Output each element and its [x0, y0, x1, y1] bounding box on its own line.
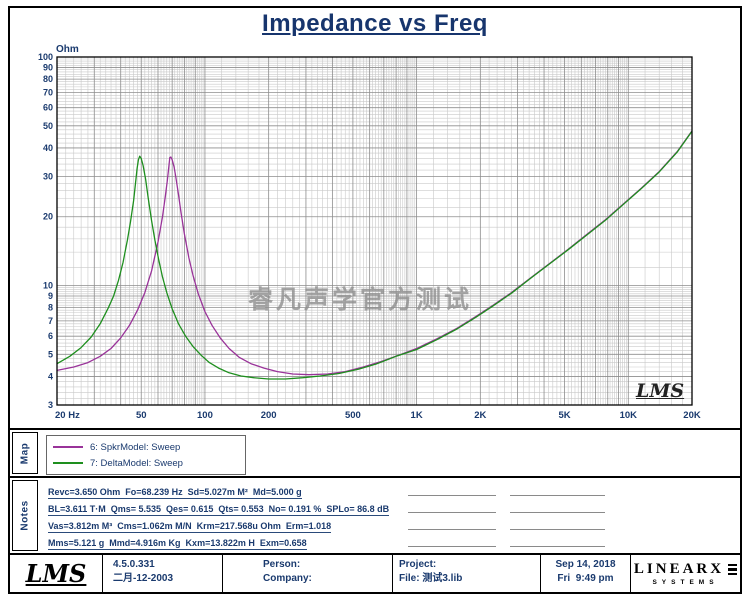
map-panel: Map 6: SpkrModel: Sweep 7: DeltaModel: S… [10, 430, 740, 478]
version-cell: 4.5.0.331 二月-12-2003 [102, 555, 222, 592]
x-tick-label: 20 Hz [55, 410, 80, 421]
y-tick-label: 50 [43, 121, 53, 131]
legend-label: 7: DeltaModel: Sweep [90, 457, 183, 469]
legend-swatch-purple [53, 446, 83, 448]
note-row: BL=3.611 T·M Qms= 5.535 Qes= 0.615 Qts= … [48, 499, 734, 516]
lms-logo-text: LMS [25, 559, 87, 588]
legend-label: 6: SpkrModel: Sweep [90, 441, 181, 453]
project-cell: Project: File: 测试3.lib [392, 555, 540, 592]
note-row: Mms=5.121 g Mmd=4.916m Kg Kxm=13.822m H … [48, 533, 734, 550]
blank-rule [510, 535, 605, 547]
linearx-bars-icon [728, 563, 738, 576]
blank-rule [408, 484, 496, 496]
notes-panel: Notes Revc=3.650 Ohm Fo=68.239 Hz Sd=5.0… [10, 478, 740, 555]
title-row: Impedance vs Freq [10, 10, 740, 38]
person-label: Person: [263, 559, 301, 570]
impedance-curve [56, 130, 693, 376]
y-tick-label: 3 [48, 400, 53, 410]
person-cell: Person: Company: [222, 555, 392, 592]
y-tick-label: 8 [48, 303, 53, 313]
x-tick-label: 20K [683, 410, 701, 421]
lms-script-mark: LMS [636, 380, 685, 402]
blank-rule [408, 501, 496, 513]
y-tick-label: 100 [38, 52, 53, 62]
note-line: Revc=3.650 Ohm Fo=68.239 Hz Sd=5.027m M²… [48, 487, 302, 499]
x-tick-label: 10K [620, 410, 638, 421]
legend-item: 6: SpkrModel: Sweep [53, 439, 239, 455]
y-tick-label: 40 [43, 143, 53, 153]
plot-border [56, 56, 693, 406]
y-tick-label: 7 [48, 316, 53, 326]
y-tick-label: 90 [43, 62, 53, 72]
file-label: File: 测试3.lib [399, 573, 463, 584]
company-label: Company: [263, 573, 312, 584]
x-tick-label: 2K [474, 410, 486, 421]
impedance-curve [56, 130, 693, 380]
x-tick-label: 500 [345, 410, 361, 421]
project-label: Project: [399, 559, 437, 570]
legend-item: 7: DeltaModel: Sweep [53, 455, 239, 471]
note-line: Mms=5.121 g Mmd=4.916m Kg Kxm=13.822m H … [48, 538, 307, 550]
note-row: Revc=3.650 Ohm Fo=68.239 Hz Sd=5.027m M²… [48, 482, 734, 499]
datetime-cell: Sep 14, 2018 Fri 9:49 pm [540, 555, 630, 592]
y-tick-label: 60 [43, 103, 53, 113]
page-title: Impedance vs Freq [262, 10, 488, 37]
y-axis-unit-label: Ohm [56, 44, 79, 55]
linearx-systems: SYSTEMS [652, 579, 719, 586]
y-tick-label: 20 [43, 212, 53, 222]
y-tick-label: 6 [48, 331, 53, 341]
x-tick-label: 50 [136, 410, 147, 421]
time-text: Fri 9:49 pm [557, 573, 614, 584]
notes-tab-label: Notes [19, 500, 31, 531]
y-tick-label: 70 [43, 87, 53, 97]
date-text: Sep 14, 2018 [555, 559, 616, 570]
x-tick-label: 200 [261, 410, 277, 421]
blank-rule [510, 501, 605, 513]
legend-swatch-green [53, 462, 83, 464]
y-tick-label: 10 [43, 281, 53, 291]
lms-logo: LMS [10, 555, 102, 592]
blank-rule [408, 535, 496, 547]
legend: 6: SpkrModel: Sweep 7: DeltaModel: Sweep [46, 435, 246, 475]
x-tick-label: 1K [411, 410, 423, 421]
map-tab: Map [12, 432, 38, 474]
blank-rule [408, 518, 496, 530]
linearx-name: LINEARX [633, 561, 725, 577]
y-tick-label: 80 [43, 74, 53, 84]
y-tick-label: 9 [48, 291, 53, 301]
blank-rule [510, 484, 605, 496]
chart-region: Ohm 100 90 80 70 60 50 40 30 20 10 9 8 7 6 5 4 3 20 Hz 50 10… [10, 40, 740, 430]
report-page: Impedance vs Freq Ohm 100 90 80 70 60 50 40 30 20… [8, 6, 742, 594]
note-line: BL=3.611 T·M Qms= 5.535 Qes= 0.615 Qts= … [48, 504, 390, 516]
x-tick-label: 100 [197, 410, 213, 421]
y-tick-label: 4 [48, 371, 53, 381]
y-tick-label: 30 [43, 171, 53, 181]
linearx-logo-top: LINEARX [633, 561, 738, 578]
version-date: 二月-12-2003 [113, 573, 174, 584]
note-row: Vas=3.812m M³ Cms=1.062m M/N Krm=217.568… [48, 516, 734, 533]
version-number: 4.5.0.331 [113, 559, 155, 570]
notes-tab: Notes [12, 480, 38, 551]
x-tick-label: 5K [558, 410, 570, 421]
blank-rule [510, 518, 605, 530]
status-bar: LMS 4.5.0.331 二月-12-2003 Person: Company… [10, 555, 740, 592]
y-tick-label: 5 [48, 349, 53, 359]
map-tab-label: Map [19, 442, 31, 464]
linearx-logo: LINEARX SYSTEMS [630, 555, 740, 592]
note-line: Vas=3.812m M³ Cms=1.062m M/N Krm=217.568… [48, 521, 332, 533]
